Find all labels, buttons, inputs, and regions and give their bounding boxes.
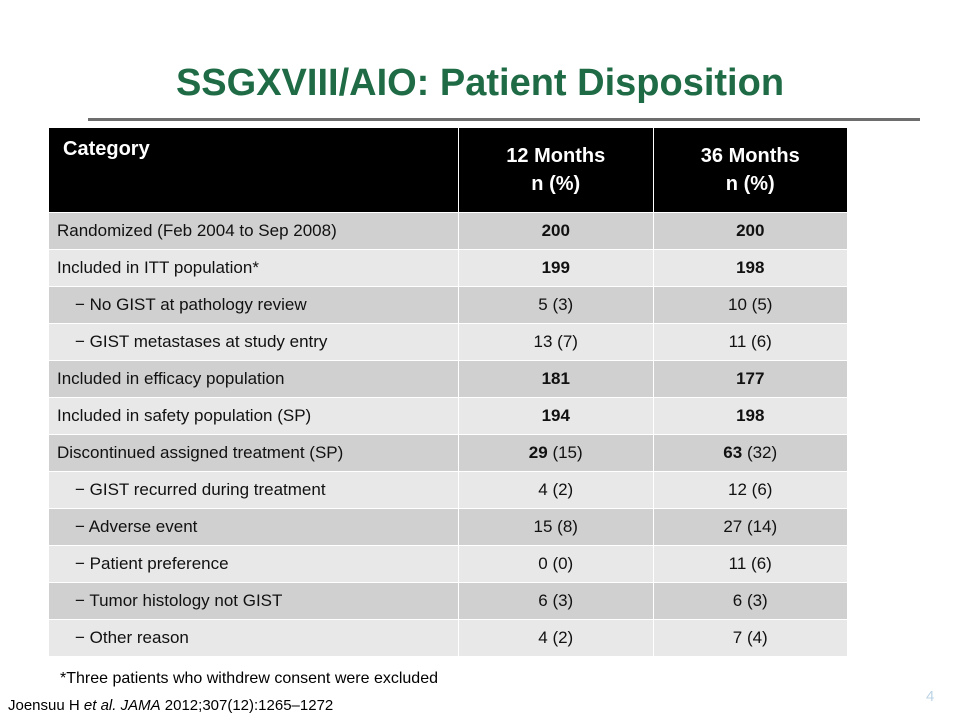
disposition-table: Category 12 Months n (%) 36 Months n (%)… xyxy=(48,127,848,657)
header-36-months-line2: n (%) xyxy=(725,173,775,195)
row-label: Discontinued assigned treatment (SP) xyxy=(48,434,459,472)
row-36-months: 27 (14) xyxy=(652,508,848,546)
row-12-months: 5 (3) xyxy=(458,286,654,324)
row-12-months: 0 (0) xyxy=(458,545,654,583)
row-36-months-count: 63 xyxy=(723,443,743,462)
row-label: − Patient preference xyxy=(48,545,459,583)
row-12-months: 6 (3) xyxy=(458,582,654,620)
row-12-months-percent: (15) xyxy=(547,443,583,462)
table-row: − No GIST at pathology review 5 (3) 10 (… xyxy=(48,286,848,324)
row-12-months-count: 200 xyxy=(541,221,570,240)
footnote: *Three patients who withdrew consent wer… xyxy=(60,670,438,687)
header-12-months-line2: n (%) xyxy=(531,173,581,195)
table-row: Included in ITT population* 199 198 xyxy=(48,249,848,287)
row-12-months: 15 (8) xyxy=(458,508,654,546)
row-12-months: 199 xyxy=(458,249,654,287)
row-36-months: 10 (5) xyxy=(652,286,848,324)
slide-title: SSGXVIII/AIO: Patient Disposition xyxy=(175,62,785,104)
title-divider xyxy=(88,118,920,121)
row-12-months: 181 xyxy=(458,360,654,398)
citation-etal: et al. xyxy=(83,697,117,714)
row-36-months-count: 200 xyxy=(736,221,765,240)
table-row: − GIST metastases at study entry 13 (7) … xyxy=(48,323,848,361)
page-number: 4 xyxy=(926,688,935,705)
row-36-months-percent: (32) xyxy=(742,443,778,462)
row-36-months: 7 (4) xyxy=(652,619,848,657)
row-36-months: 6 (3) xyxy=(652,582,848,620)
header-36-months: 36 Months n (%) xyxy=(652,127,848,213)
row-36-months: 12 (6) xyxy=(652,471,848,509)
row-label: − No GIST at pathology review xyxy=(48,286,459,324)
header-12-months-line1: 12 Months xyxy=(506,145,606,167)
row-36-months: 11 (6) xyxy=(652,323,848,361)
header-category: Category xyxy=(48,127,459,213)
row-12-months-count: 194 xyxy=(541,406,570,425)
row-label: − Adverse event xyxy=(48,508,459,546)
table-row: − Tumor histology not GIST 6 (3) 6 (3) xyxy=(48,582,848,620)
row-12-months: 13 (7) xyxy=(458,323,654,361)
row-36-months-count: 177 xyxy=(736,369,765,388)
citation-journal: JAMA xyxy=(120,697,161,714)
row-12-months: 4 (2) xyxy=(458,619,654,657)
citation: Joensuu H et al. JAMA 2012;307(12):1265–… xyxy=(8,697,333,714)
row-36-months: 200 xyxy=(652,212,848,250)
row-36-months: 11 (6) xyxy=(652,545,848,583)
table-row: Discontinued assigned treatment (SP) 29 … xyxy=(48,434,848,472)
table-header-row: Category 12 Months n (%) 36 Months n (%) xyxy=(48,127,848,213)
table-row: − Patient preference 0 (0) 11 (6) xyxy=(48,545,848,583)
header-12-months: 12 Months n (%) xyxy=(458,127,654,213)
row-12-months-count: 181 xyxy=(541,369,570,388)
table-row: Included in safety population (SP) 194 1… xyxy=(48,397,848,435)
row-12-months: 4 (2) xyxy=(458,471,654,509)
row-36-months-count: 198 xyxy=(736,258,765,277)
row-12-months: 194 xyxy=(458,397,654,435)
row-36-months: 198 xyxy=(652,249,848,287)
citation-reference: 2012;307(12):1265–1272 xyxy=(160,697,334,714)
row-36-months-count: 198 xyxy=(736,406,765,425)
row-36-months: 177 xyxy=(652,360,848,398)
row-label: − GIST recurred during treatment xyxy=(48,471,459,509)
row-12-months-count: 29 xyxy=(528,443,548,462)
row-label: Included in efficacy population xyxy=(48,360,459,398)
row-label: Randomized (Feb 2004 to Sep 2008) xyxy=(48,212,459,250)
row-12-months: 29 (15) xyxy=(458,434,654,472)
row-12-months: 200 xyxy=(458,212,654,250)
row-label: Included in ITT population* xyxy=(48,249,459,287)
row-label: − Tumor histology not GIST xyxy=(48,582,459,620)
row-36-months: 198 xyxy=(652,397,848,435)
table-row: − Other reason 4 (2) 7 (4) xyxy=(48,619,848,657)
table-row: Included in efficacy population 181 177 xyxy=(48,360,848,398)
row-12-months-count: 199 xyxy=(541,258,570,277)
header-36-months-line1: 36 Months xyxy=(700,145,800,167)
table-row: Randomized (Feb 2004 to Sep 2008) 200 20… xyxy=(48,212,848,250)
row-label: − GIST metastases at study entry xyxy=(48,323,459,361)
row-label: − Other reason xyxy=(48,619,459,657)
row-label: Included in safety population (SP) xyxy=(48,397,459,435)
table-row: − GIST recurred during treatment 4 (2) 1… xyxy=(48,471,848,509)
table-row: − Adverse event 15 (8) 27 (14) xyxy=(48,508,848,546)
row-36-months: 63 (32) xyxy=(652,434,848,472)
citation-authors: Joensuu H xyxy=(8,697,84,714)
